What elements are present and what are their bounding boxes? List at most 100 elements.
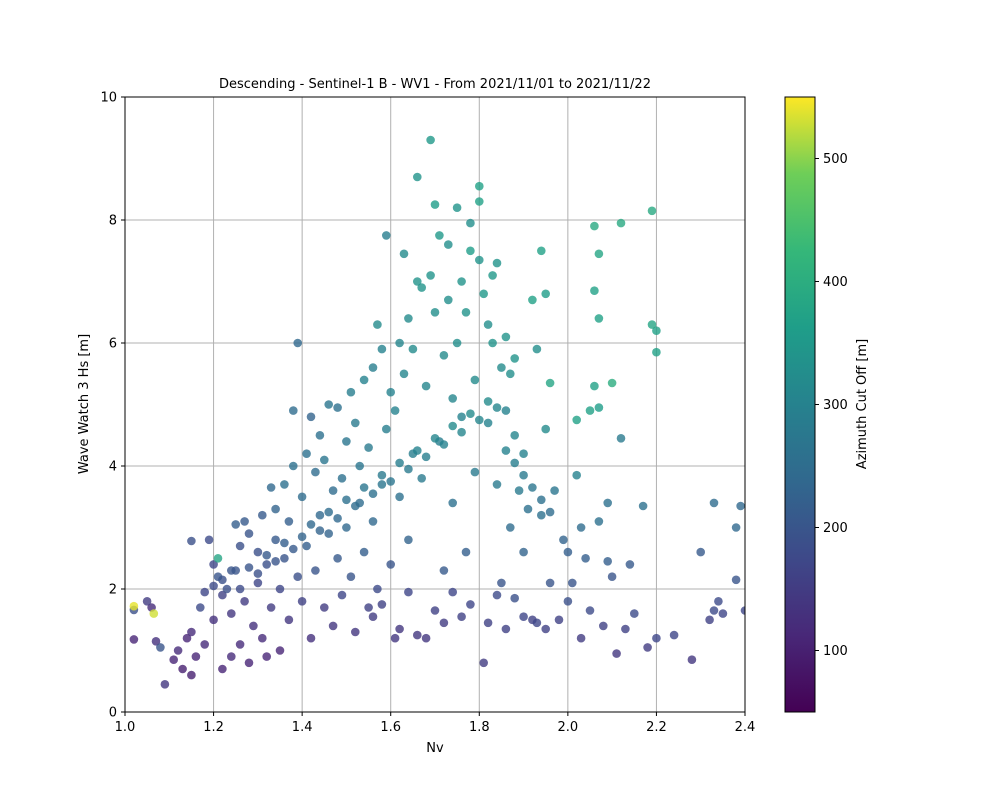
scatter-point: [149, 609, 159, 618]
scatter-point: [435, 231, 444, 240]
scatter-point: [506, 369, 515, 379]
x-tick-label: 2.0: [558, 720, 579, 735]
scatter-point: [731, 523, 741, 532]
scatter-point: [262, 560, 272, 569]
scatter-point: [523, 504, 533, 514]
scatter-point: [235, 584, 245, 594]
scatter-point: [506, 523, 515, 532]
scatter-point: [293, 338, 303, 348]
scatter-point: [417, 474, 427, 483]
scatter-point: [475, 415, 484, 425]
scatter-point: [537, 495, 546, 505]
scatter-point: [377, 480, 387, 489]
scatter-point: [240, 517, 249, 526]
scatter-point: [315, 510, 325, 520]
scatter-point: [328, 486, 338, 495]
scatter-point: [351, 627, 360, 637]
data-points: [129, 135, 745, 689]
scatter-point: [182, 633, 192, 643]
scatter-point: [669, 630, 679, 640]
scatter-point: [386, 387, 396, 397]
scatter-point: [519, 470, 528, 480]
scatter-point: [169, 655, 178, 664]
scatter-point: [439, 566, 449, 575]
scatter-point: [320, 455, 329, 465]
scatter-point: [306, 412, 316, 422]
scatter-point: [240, 597, 249, 606]
scatter-point: [457, 612, 466, 621]
scatter-point: [364, 443, 373, 452]
scatter-point: [483, 397, 493, 406]
scatter-point: [342, 437, 351, 446]
y-axis-ticks: 0 2 4 6 8 10: [100, 91, 125, 721]
scatter-point: [594, 314, 604, 323]
scatter-point: [413, 446, 422, 455]
scatter-point: [213, 554, 223, 563]
scatter-point: [209, 560, 218, 569]
scatter-point: [603, 557, 612, 566]
scatter-point: [289, 544, 298, 554]
scatter-point: [466, 409, 475, 419]
scatter-point: [448, 498, 458, 508]
scatter-point: [275, 584, 285, 594]
scatter-point: [541, 424, 550, 434]
scatter-point: [426, 271, 435, 280]
scatter-point: [430, 200, 440, 209]
scatter-point: [563, 597, 573, 606]
scatter-point: [160, 680, 170, 689]
scatter-point: [426, 135, 435, 145]
scatter-point: [129, 635, 139, 644]
scatter-point: [262, 652, 272, 661]
scatter-point: [355, 461, 365, 471]
scatter-point: [590, 221, 599, 231]
scatter-point: [253, 578, 263, 588]
scatter-point: [368, 363, 378, 372]
grid-lines: [124, 96, 746, 713]
scatter-point: [466, 218, 475, 228]
scatter-point: [306, 633, 316, 643]
scatter-point: [616, 434, 626, 443]
scatter-point: [647, 320, 657, 329]
scatter-point: [466, 246, 475, 256]
x-tick-label: 1.6: [380, 720, 401, 735]
scatter-point: [568, 578, 577, 588]
scatter-point: [705, 615, 714, 625]
scatter-point: [244, 563, 254, 572]
scatter-point: [528, 295, 537, 305]
scatter-point: [227, 609, 236, 618]
scatter-point: [271, 535, 280, 545]
scatter-point: [386, 477, 396, 486]
scatter-point: [483, 418, 493, 428]
scatter-point: [709, 498, 719, 508]
scatter-point: [545, 507, 555, 517]
colorbar-tick-label: 500: [823, 152, 848, 167]
scatter-point: [333, 554, 342, 563]
scatter-point: [488, 271, 497, 280]
scatter-point: [652, 347, 661, 357]
scatter-point: [599, 621, 608, 631]
scatter-point: [311, 566, 320, 575]
scatter-point: [280, 538, 289, 548]
scatter-point: [289, 406, 298, 415]
scatter-point: [244, 529, 254, 538]
scatter-point: [324, 400, 334, 409]
scatter-point: [359, 547, 369, 557]
scatter-point: [466, 600, 475, 609]
scatter-point: [368, 489, 378, 499]
scatter-point: [364, 603, 373, 612]
scatter-point: [572, 470, 581, 480]
scatter-point: [439, 618, 449, 628]
scatter-point: [382, 231, 391, 240]
scatter-point: [244, 658, 254, 668]
scatter-point: [333, 403, 342, 412]
scatter-point: [430, 606, 440, 615]
chart-title: Descending - Sentinel-1 B - WV1 - From 2…: [219, 77, 651, 92]
scatter-point: [541, 289, 550, 299]
scatter-point: [541, 624, 550, 634]
scatter-point: [266, 603, 276, 612]
scatter-point: [421, 381, 431, 391]
scatter-point: [444, 240, 453, 249]
scatter-point: [479, 658, 489, 668]
scatter-point: [501, 446, 511, 455]
scatter-point: [475, 255, 484, 265]
